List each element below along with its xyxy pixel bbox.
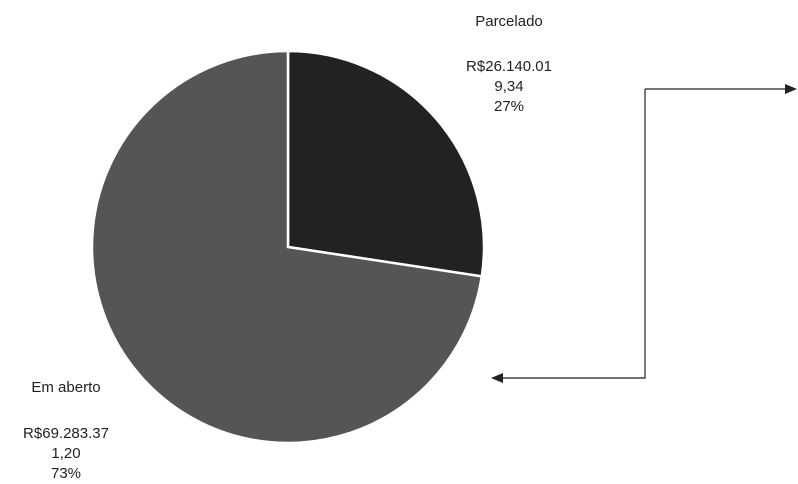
connector-line <box>502 89 646 379</box>
connector-arrows <box>491 84 797 383</box>
slice-label-em-aberto-percent: 73% <box>51 465 81 482</box>
pie-slice-parcelado <box>286 49 486 278</box>
arrow-right-icon <box>785 84 797 94</box>
slice-label-parcelado-percent: 27% <box>494 98 524 115</box>
label-em-aberto: Em aberto R$69.283.37 1,20 73% <box>23 379 109 482</box>
slice-label-parcelado-amount: R$26.140.01 <box>466 58 552 75</box>
slice-label-em-aberto-name: Em aberto <box>31 379 100 396</box>
slice-label-parcelado-amount-decimals: 9,34 <box>494 78 523 95</box>
slice-label-parcelado-name: Parcelado <box>475 13 543 30</box>
arrow-left-icon <box>491 373 503 383</box>
pie-slices <box>90 49 486 445</box>
pie-slice-em-aberto <box>90 49 484 445</box>
slice-label-em-aberto-amount: R$69.283.37 <box>23 425 109 442</box>
slice-label-em-aberto-amount-decimals: 1,20 <box>51 445 80 462</box>
label-parcelado: Parcelado R$26.140.01 9,34 27% <box>466 13 552 115</box>
